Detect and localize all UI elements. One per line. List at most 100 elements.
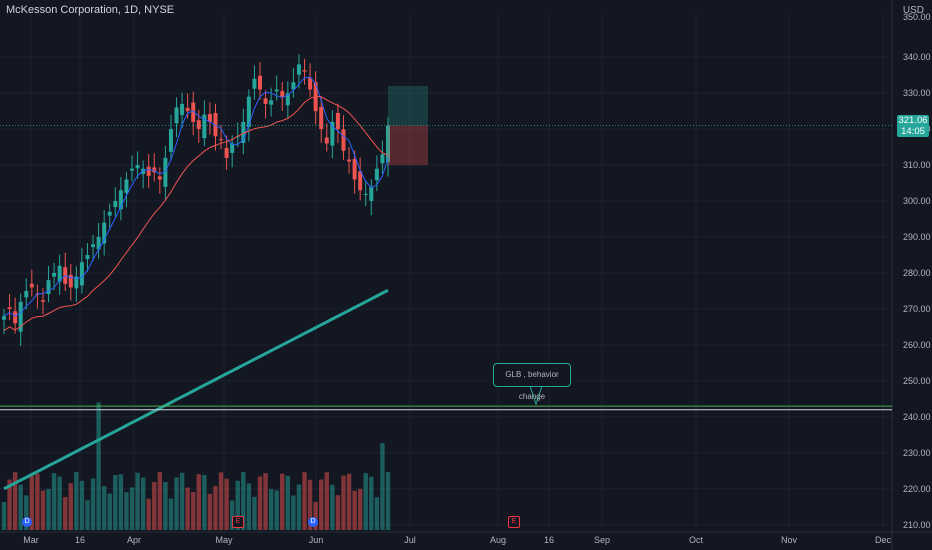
candle-body: [152, 167, 157, 173]
candle-body: [296, 64, 301, 75]
candle-body: [79, 262, 84, 286]
volume-bar: [79, 480, 85, 530]
volume-bar: [241, 472, 246, 530]
earnings-badge[interactable]: E: [508, 516, 520, 528]
x-tick-label: Jul: [404, 535, 416, 545]
candle-body: [124, 179, 129, 193]
candle-body: [347, 159, 352, 162]
volume-bar: [1, 502, 7, 530]
volume-bar: [29, 475, 35, 530]
volume-bar: [335, 495, 341, 530]
candle-body: [241, 121, 246, 144]
volume-bar: [179, 472, 185, 530]
y-tick-label: 250.00: [903, 376, 931, 386]
candle-body: [230, 143, 235, 153]
candle-body: [7, 307, 12, 309]
candle-body: [57, 265, 62, 282]
candle-body: [341, 129, 346, 151]
candle-body: [146, 166, 151, 176]
volume-bar: [280, 473, 285, 530]
volume-bar: [135, 472, 140, 530]
earnings-badge[interactable]: E: [232, 516, 244, 528]
volume-bar: [101, 486, 107, 530]
currency-label: USD: [902, 5, 924, 16]
volume-bar: [35, 473, 40, 530]
candle-body: [224, 147, 229, 158]
x-tick-label: May: [215, 535, 233, 545]
y-tick-label: 280.00: [903, 268, 931, 278]
candle-body: [180, 103, 185, 116]
volume-bar: [324, 472, 329, 530]
candle-body: [2, 316, 6, 320]
volume-bar: [296, 484, 302, 530]
volume-bar: [252, 496, 257, 530]
candle-body: [246, 96, 251, 127]
candle-body: [24, 290, 29, 298]
candle-body: [168, 129, 173, 152]
volume-bar: [174, 477, 179, 530]
volume-bar: [202, 475, 207, 530]
dividend-badge[interactable]: D: [308, 517, 318, 527]
volume-bar: [96, 402, 101, 530]
candle-body: [374, 168, 379, 181]
volume-bar: [74, 472, 79, 530]
volume-bar: [124, 492, 129, 530]
candle-body: [91, 244, 96, 248]
volume-bar: [291, 495, 296, 530]
volume-bar: [129, 487, 135, 530]
volume-bar: [213, 485, 218, 530]
volume-bar: [85, 500, 90, 530]
candle-body: [102, 222, 107, 244]
volume-bar: [57, 476, 62, 530]
volume-bar: [246, 483, 252, 530]
x-tick-label: Sep: [594, 535, 610, 545]
y-tick-label: 290.00: [903, 232, 931, 242]
x-tick-label: Mar: [23, 535, 39, 545]
candle-body: [113, 201, 118, 208]
volume-bar: [285, 475, 291, 530]
volume-bar: [369, 476, 374, 530]
dividend-badge[interactable]: D: [22, 517, 32, 527]
candle-body: [213, 113, 218, 137]
candle-body: [68, 274, 73, 288]
y-tick-label: 270.00: [903, 304, 931, 314]
candle-body: [107, 211, 112, 216]
y-tick-label: 300.00: [903, 196, 931, 206]
annotation-pointer: [529, 385, 543, 406]
candle-body: [163, 157, 168, 187]
volume-bar: [152, 481, 157, 530]
candle-body: [369, 186, 374, 201]
x-tick-label: Apr: [127, 535, 141, 545]
volume-bar: [90, 478, 96, 530]
candle-body: [130, 168, 134, 171]
candle-body: [352, 158, 357, 180]
y-tick-label: 310.00: [903, 160, 931, 170]
candle-body: [386, 125, 390, 163]
volume-bar: [63, 497, 68, 530]
candle-body: [324, 137, 329, 144]
volume-bar: [40, 490, 46, 530]
y-tick-label: 210.00: [903, 520, 931, 530]
candle-body: [207, 114, 212, 122]
volume-bar: [157, 472, 163, 530]
volume-bar: [341, 475, 346, 530]
volume-bar: [257, 476, 263, 530]
x-tick-label: Aug: [490, 535, 506, 545]
x-tick-label: 16: [75, 535, 85, 545]
candle-body: [308, 77, 313, 90]
candle-body: [302, 70, 307, 72]
volume-bar: [46, 488, 51, 530]
candle-body: [258, 75, 262, 90]
volume-bar: [352, 490, 357, 530]
position-target-zone: [388, 85, 428, 126]
volume-bar: [146, 498, 151, 530]
candle-body: [219, 139, 224, 141]
annotation-callout[interactable]: GLB , behavior change: [493, 363, 571, 401]
candle-body: [185, 107, 190, 112]
volume-bar: [268, 489, 274, 530]
volume-bar: [380, 443, 385, 530]
ma-slow-line: [3, 288, 389, 491]
candle-body: [135, 165, 140, 169]
y-tick-label: 350.00: [903, 12, 931, 22]
